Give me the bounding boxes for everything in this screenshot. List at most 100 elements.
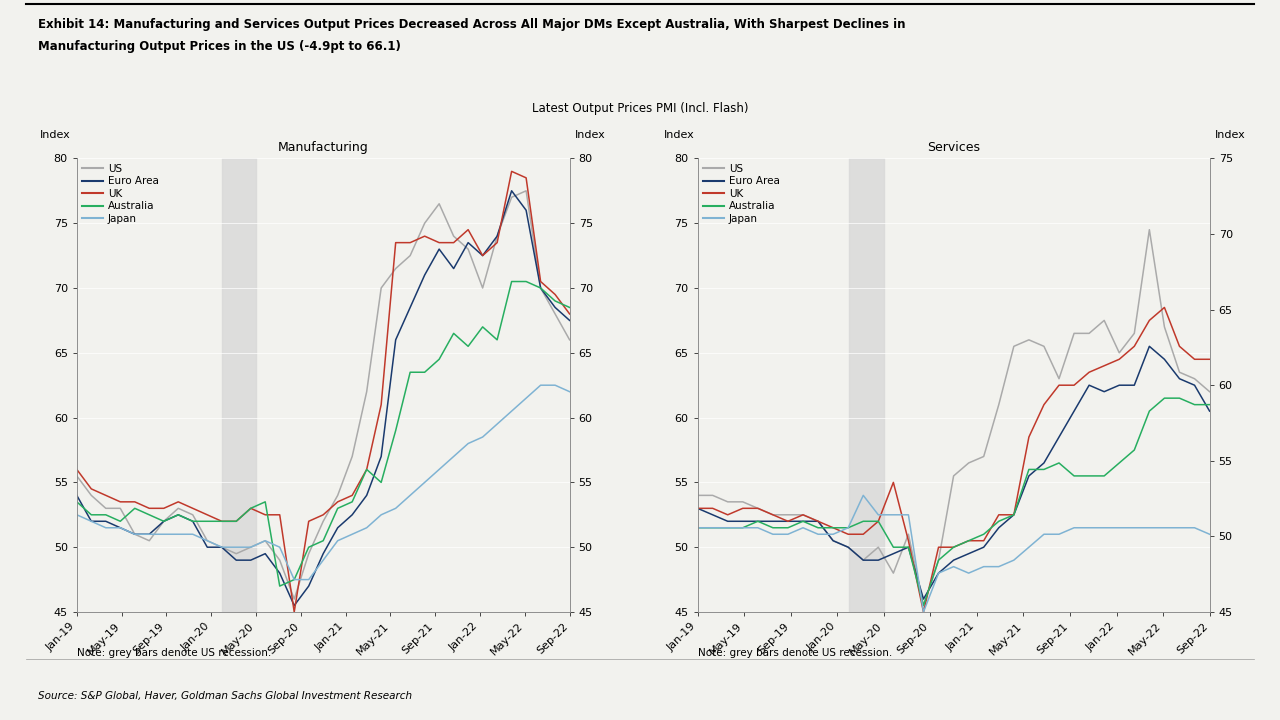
Euro Area xyxy=(1097,387,1112,396)
UK xyxy=(1097,361,1112,370)
Euro Area xyxy=(826,536,841,545)
US xyxy=(1097,316,1112,325)
Japan xyxy=(915,608,931,616)
UK xyxy=(374,400,389,409)
Australia xyxy=(287,575,302,584)
Australia xyxy=(142,510,157,519)
Australia xyxy=(431,355,447,364)
Japan xyxy=(316,556,332,564)
UK xyxy=(99,491,114,500)
US xyxy=(69,472,84,480)
Euro Area xyxy=(113,523,128,532)
Euro Area xyxy=(200,543,215,552)
UK xyxy=(142,504,157,513)
Australia xyxy=(358,465,374,474)
Australia xyxy=(1051,459,1066,467)
US xyxy=(402,251,417,260)
Australia xyxy=(946,543,961,552)
Australia xyxy=(83,510,99,519)
Japan xyxy=(1187,523,1202,532)
US xyxy=(1051,374,1066,383)
UK xyxy=(1066,381,1082,390)
US xyxy=(961,459,977,467)
UK xyxy=(750,504,765,513)
Euro Area xyxy=(810,517,826,526)
Euro Area xyxy=(273,569,288,577)
UK xyxy=(1142,316,1157,325)
Japan xyxy=(257,536,273,545)
Australia xyxy=(69,498,84,506)
Japan xyxy=(946,562,961,571)
Japan xyxy=(229,543,244,552)
Euro Area xyxy=(504,186,520,195)
US xyxy=(316,517,332,526)
Text: Latest Output Prices PMI (Incl. Flash): Latest Output Prices PMI (Incl. Flash) xyxy=(531,102,749,115)
Euro Area xyxy=(1021,472,1037,480)
Text: Note: grey bars denote US recession.: Note: grey bars denote US recession. xyxy=(77,648,271,658)
Japan xyxy=(705,523,721,532)
Japan xyxy=(1097,523,1112,532)
Japan xyxy=(1126,523,1142,532)
UK xyxy=(795,510,810,519)
US xyxy=(445,232,461,240)
UK xyxy=(257,510,273,519)
Line: Euro Area: Euro Area xyxy=(77,191,570,606)
UK xyxy=(781,517,796,526)
US xyxy=(690,491,705,500)
Japan xyxy=(417,478,433,487)
US xyxy=(1021,336,1037,344)
Euro Area xyxy=(99,517,114,526)
UK xyxy=(417,232,433,240)
US xyxy=(946,472,961,480)
Japan xyxy=(156,530,172,539)
Euro Area xyxy=(1111,381,1126,390)
Australia xyxy=(1202,400,1217,409)
UK xyxy=(156,504,172,513)
US xyxy=(1111,348,1126,357)
Australia xyxy=(127,504,142,513)
Euro Area xyxy=(186,517,201,526)
Australia xyxy=(721,523,736,532)
Euro Area xyxy=(870,556,886,564)
Japan xyxy=(1021,543,1037,552)
Australia xyxy=(548,297,563,305)
Legend: US, Euro Area, UK, Australia, Japan: US, Euro Area, UK, Australia, Japan xyxy=(82,163,159,224)
Japan xyxy=(445,452,461,461)
Euro Area xyxy=(316,549,332,558)
US xyxy=(991,400,1006,409)
Australia xyxy=(99,510,114,519)
US xyxy=(901,530,916,539)
Japan xyxy=(562,387,577,396)
Japan xyxy=(721,523,736,532)
US xyxy=(548,310,563,318)
Euro Area xyxy=(901,543,916,552)
Japan xyxy=(1082,523,1097,532)
Australia xyxy=(504,277,520,286)
Text: Index: Index xyxy=(664,130,695,140)
Euro Area xyxy=(931,569,946,577)
Euro Area xyxy=(735,517,750,526)
Australia xyxy=(186,517,201,526)
UK xyxy=(841,530,856,539)
Text: Index: Index xyxy=(575,130,605,140)
Bar xyxy=(223,158,256,612)
Euro Area xyxy=(489,232,504,240)
Japan xyxy=(735,523,750,532)
US xyxy=(705,491,721,500)
Japan xyxy=(765,530,781,539)
Japan xyxy=(961,569,977,577)
Euro Area xyxy=(287,601,302,610)
Euro Area xyxy=(257,549,273,558)
Australia xyxy=(1066,472,1082,480)
US xyxy=(301,549,316,558)
US xyxy=(142,536,157,545)
Japan xyxy=(1157,523,1172,532)
Euro Area xyxy=(1171,374,1187,383)
Japan xyxy=(475,433,490,441)
Australia xyxy=(1037,465,1052,474)
UK xyxy=(931,543,946,552)
Japan xyxy=(690,523,705,532)
UK xyxy=(901,536,916,545)
US xyxy=(781,510,796,519)
Japan xyxy=(200,536,215,545)
